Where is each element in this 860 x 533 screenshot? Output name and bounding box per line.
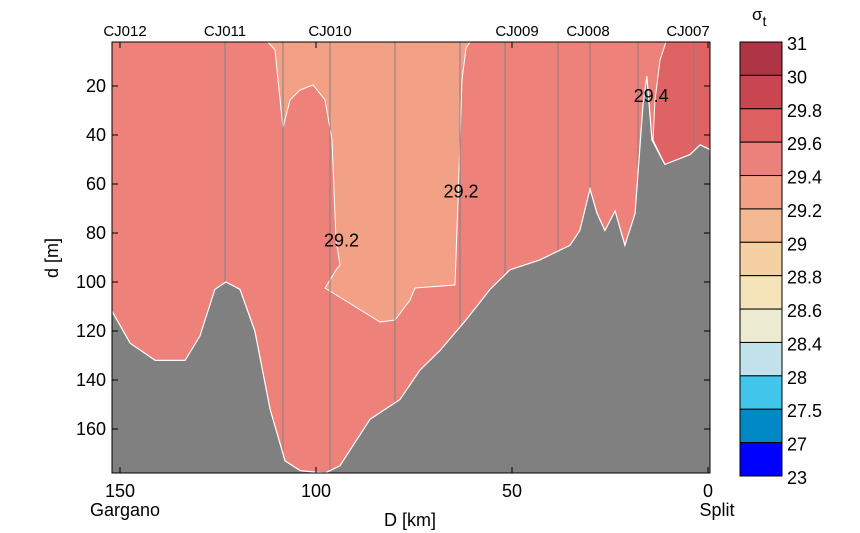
station-label: CJ011 [204,23,246,40]
colorbar-title: σt [752,5,767,29]
y-tick-label: 140 [76,370,106,390]
x-tick-label: 100 [301,481,331,501]
y-tick-label: 80 [86,223,106,243]
colorbar-label: 28 [787,368,807,388]
y-tick-label: 160 [76,419,106,439]
station-label: CJ012 [103,23,146,40]
colorbar-label: 29.4 [787,168,822,188]
y-tick-label: 100 [76,272,106,292]
station-label: CJ007 [666,23,709,40]
y-axis-label: d [m] [42,238,62,278]
x-right-end-label: Split [699,500,734,520]
x-tick-label: 50 [502,481,522,501]
x-tick-label: 0 [703,481,713,501]
colorbar-bin [739,74,783,110]
colorbar-label: 28.4 [787,334,822,354]
colorbar-bin [739,308,783,343]
y-tick-label: 40 [86,125,106,145]
colorbar-bin [739,241,783,277]
y-tick-label: 120 [76,321,106,341]
colorbar-bin [739,375,783,410]
colorbar-bin [739,408,783,444]
x-left-end-label: Gargano [90,500,160,520]
colorbar-label: 29.6 [787,134,822,154]
region-29.2-29.4 [267,42,471,323]
colorbar-label: 29.8 [787,101,822,121]
x-tick-label: 150 [105,481,135,501]
colorbar-label: 29 [787,234,807,254]
x-axis-label: D [km] [384,510,436,530]
contour-label: 29.4 [634,86,669,106]
colorbar-label: 23 [787,468,807,488]
plot-area: 29.2 29.2 29.4 [112,42,710,473]
station-label: CJ009 [495,23,538,40]
colorbar-bin [739,208,783,243]
y-tick-label: 60 [86,174,106,194]
colorbar-bin [739,108,783,143]
station-label: CJ010 [308,23,351,40]
colorbar-bin [739,275,783,310]
colorbar-bin [739,175,783,210]
colorbar: 31 30 29.8 29.6 29.4 29.2 29 28.8 28.6 28.4 28 27.5… [739,34,822,488]
colorbar-label: 28.6 [787,301,822,321]
colorbar-label: 27 [787,435,807,455]
colorbar-bin [739,442,783,477]
station-label: CJ008 [566,23,609,40]
colorbar-bin [739,141,783,177]
plot-content: 29.2 29.2 29.4 [112,42,710,473]
colorbar-label: 31 [787,34,807,54]
colorbar-label: 27.5 [787,401,822,421]
contour-label: 29.2 [444,181,479,201]
colorbar-bin [739,341,783,377]
colorbar-bin [739,41,783,76]
colorbar-label: 30 [787,67,807,87]
axes: 150 100 50 0 20 40 60 80 100 120 140 160 CJ012 CJ011 C… [76,23,713,501]
bathymetry [112,76,710,473]
y-tick-label: 20 [86,76,106,96]
contour-label: 29.2 [324,230,359,250]
colorbar-label: 29.2 [787,201,822,221]
plot-frame [111,41,711,474]
colorbar-label: 28.8 [787,268,822,288]
